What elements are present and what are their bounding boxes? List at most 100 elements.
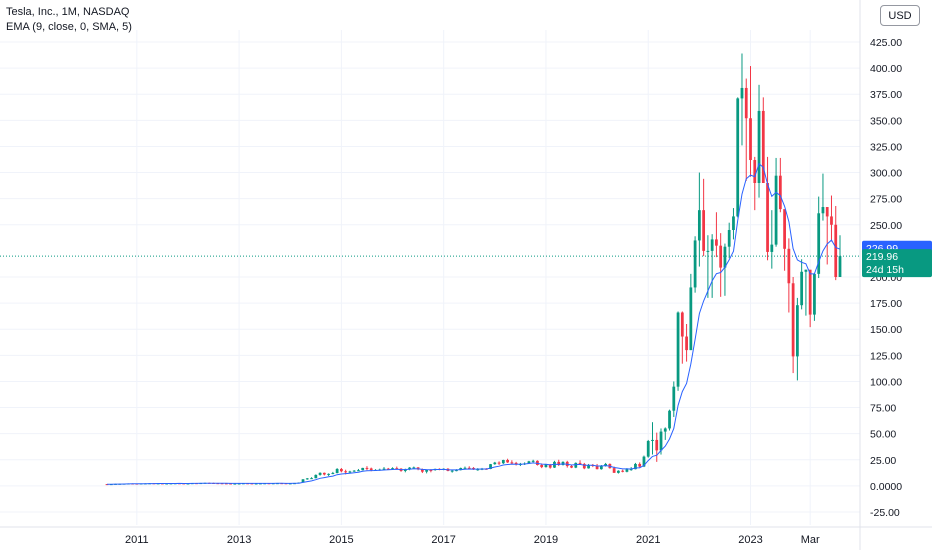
candle-up [727,230,731,247]
candle-down [420,469,424,472]
x-tick-label: 2019 [534,534,558,546]
candle-down [582,463,586,469]
candle-up [455,470,458,472]
candle-up [459,468,463,471]
candle-up [599,466,603,470]
candle-up [493,462,497,465]
candle-down [787,248,791,284]
candle-down [825,207,829,217]
candle-up [770,244,774,252]
candle-up [357,470,360,472]
candle-up [301,479,305,483]
candle-down [638,463,642,467]
candle-up [489,464,492,469]
y-tick-label: 325.00 [870,141,902,153]
y-tick-label: 375.00 [870,89,902,101]
y-tick-label: 350.00 [870,115,902,127]
candle-up [348,471,352,473]
y-tick-label: 175.00 [870,298,902,310]
ema-line [107,162,841,485]
candle-up [838,256,842,277]
candle-down [612,468,616,473]
candle-down [719,245,723,268]
candle-up [693,240,697,288]
y-tick-label: 50.00 [870,429,896,441]
candle-down [761,110,765,183]
y-tick-label: 425.00 [870,37,902,49]
candle-down [340,468,343,472]
candle-up [634,463,637,470]
candle-down [680,312,684,337]
candle-up [697,210,701,241]
candle-up [237,483,241,485]
candle-up [817,213,821,274]
candle-up [361,467,365,471]
y-tick-label: 100.00 [870,376,902,388]
candle-down [621,470,625,472]
candle-up [544,464,548,468]
x-tick-label: 2011 [125,534,149,546]
candle-down [655,439,659,451]
candle-down [783,209,786,249]
x-tick-label: 2023 [738,534,762,546]
candle-down [322,472,326,475]
y-tick-label: -25.00 [870,507,900,519]
candle-down [369,468,373,471]
candle-down [497,462,501,464]
y-tick-label: 150.00 [870,324,902,336]
x-tick-label: 2021 [636,534,660,546]
candle-up [672,386,676,411]
candle-up [463,467,467,469]
candle-down [766,183,769,252]
candle-down [791,283,795,357]
candle-down [715,239,718,246]
candle-up [800,271,804,306]
candle-up [736,98,740,217]
candle-down [229,483,232,485]
candle-up [774,175,778,245]
candle-down [578,462,582,464]
currency-button[interactable]: USD [880,5,920,26]
y-tick-label: 400.00 [870,63,902,75]
candle-down [778,175,782,210]
x-tick-label: 2017 [431,534,455,546]
candle-up [501,459,505,464]
y-tick-label: 0.0000 [870,481,902,493]
countdown-text: 24d 15h [866,264,904,276]
candle-up [314,474,318,479]
y-tick-label: 250.00 [870,220,902,232]
candle-up [574,462,578,468]
candle-up [689,287,693,351]
candle-up [757,110,761,183]
candle-down [416,467,420,470]
candle-up [804,269,808,272]
candle-down [570,466,573,468]
candle-up [254,483,258,485]
candle-up [587,465,590,469]
candle-up [391,468,394,470]
indicator-title: EMA (9, close, 0, SMA, 5) [6,21,132,33]
candle-down [467,467,471,469]
candle-up [527,461,531,464]
candle-up [646,440,650,457]
candle-up [531,460,535,462]
candle-down [224,483,228,485]
candle-up [813,273,816,315]
candle-down [557,461,561,465]
chart-legend: Tesla, Inc., 1M, NASDAQ EMA (9, close, 0… [6,5,132,35]
candle-up [659,431,663,451]
candle-up [327,473,330,475]
symbol-title: Tesla, Inc., 1M, NASDAQ [6,6,130,18]
last-price-text: 219.96 [866,251,898,263]
candle-up [604,463,607,467]
y-tick-label: 25.00 [870,455,896,467]
candle-up [233,483,237,485]
candle-up [795,305,799,357]
candle-up [710,239,714,251]
candle-down [429,470,433,472]
candle-down [595,465,599,470]
y-tick-label: 125.00 [870,350,902,362]
candle-up [476,469,480,471]
